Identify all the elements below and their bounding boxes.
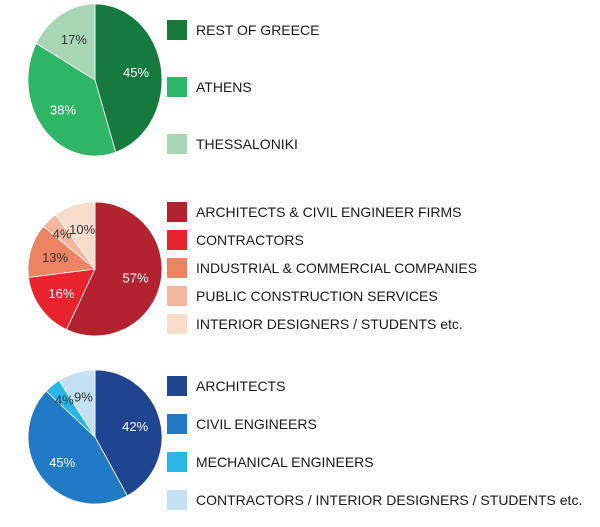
legend-label: INDUSTRIAL & COMMERCIAL COMPANIES <box>196 260 478 276</box>
slice-data-label-2: 4% <box>55 392 74 407</box>
slice-data-label-4: 10% <box>69 222 95 237</box>
legend-swatch <box>167 230 187 250</box>
legend-swatch <box>167 20 187 40</box>
legend-swatch <box>167 414 187 434</box>
pie-slice-0 <box>94 3 163 153</box>
slice-data-label-3: 9% <box>74 390 93 405</box>
pie-chart-professions: 42% 45% 4% 9% <box>27 369 163 505</box>
legend-swatch <box>167 77 187 97</box>
pie-slice-1 <box>28 268 96 331</box>
legend-label: INTERIOR DESIGNERS / STUDENTS etc. <box>196 316 463 332</box>
slice-data-label-0: 42% <box>122 419 148 434</box>
slice-data-label-1: 38% <box>50 103 76 118</box>
legend-swatch <box>167 452 187 472</box>
slice-data-label-1: 16% <box>48 286 74 301</box>
legend-swatch <box>167 286 187 306</box>
slice-data-label-0: 45% <box>123 65 149 80</box>
pie-chart-customers: 57% 16% 13% 4%10% <box>27 201 163 337</box>
legend-label: ARCHITECTS <box>196 378 286 394</box>
pie-slice-0 <box>65 201 163 337</box>
legend-label: MECHANICAL ENGINEERS <box>196 454 374 470</box>
pie-slice-1 <box>27 42 117 157</box>
pie-slice-2 <box>35 3 96 81</box>
legend-label: REST OF GREECE <box>196 22 320 38</box>
legend-label: ATHENS <box>196 79 252 95</box>
slice-data-label-0: 57% <box>122 271 148 286</box>
slice-data-label-1: 45% <box>49 455 75 470</box>
slice-data-label-2: 17% <box>61 32 87 47</box>
legend-label: ARCHITECTS & CIVIL ENGINEER FIRMS <box>196 204 462 220</box>
pie-slice-0 <box>94 369 163 497</box>
legend-swatch <box>167 314 187 334</box>
pie-chart-region: 45% 38% 17% <box>27 3 163 157</box>
legend-swatch <box>167 202 187 222</box>
legend-label: CONTRACTORS / INTERIOR DESIGNERS / STUDE… <box>196 492 583 508</box>
legend-label: CIVIL ENGINEERS <box>196 416 317 432</box>
legend-swatch <box>167 490 187 510</box>
legend-label: THESSALONIKI <box>196 136 298 152</box>
pie-slice-3 <box>58 369 96 439</box>
pie-slice-4 <box>55 201 96 271</box>
slice-data-label-2: 13% <box>42 250 68 265</box>
legend-swatch <box>167 258 187 278</box>
pie-slice-2 <box>27 225 96 278</box>
legend-swatch <box>167 134 187 154</box>
legend-swatch <box>167 376 187 396</box>
legend-label: CONTRACTORS <box>196 232 304 248</box>
legend-label: PUBLIC CONSTRUCTION SERVICES <box>196 288 438 304</box>
pie-slice-1 <box>27 390 128 505</box>
slice-data-label-3: 4% <box>53 226 72 241</box>
